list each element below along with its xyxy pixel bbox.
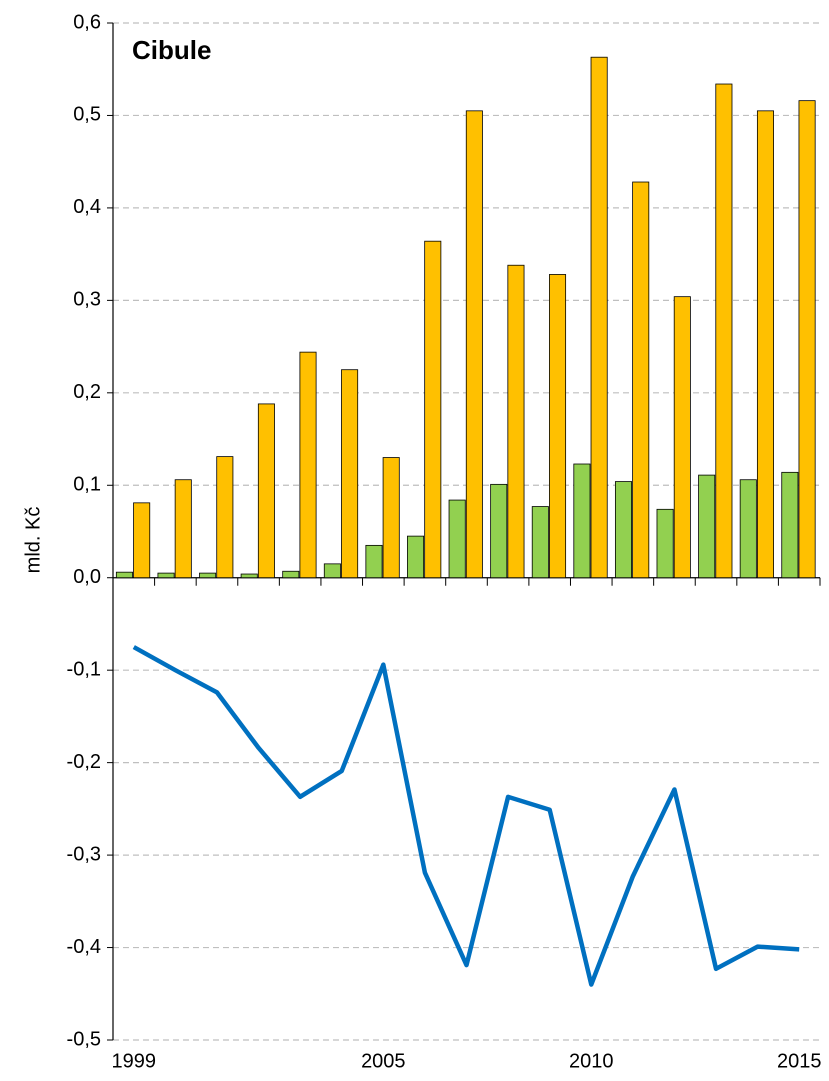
bar xyxy=(531,506,549,579)
y-tick-label: -0,2 xyxy=(67,751,101,773)
bar xyxy=(739,479,757,579)
y-tick-label: 0,5 xyxy=(73,104,101,126)
bar xyxy=(698,474,716,579)
x-tick-label: 2010 xyxy=(569,1050,614,1072)
y-tick-label: -0,3 xyxy=(67,843,101,865)
x-tick-label: 2015 xyxy=(777,1050,822,1072)
bar xyxy=(157,572,175,579)
bar xyxy=(573,463,591,579)
y-tick-label: -0,4 xyxy=(67,936,101,958)
bar xyxy=(465,110,483,579)
bar xyxy=(756,110,774,579)
bar xyxy=(282,570,300,579)
y-tick-label: -0,5 xyxy=(67,1028,101,1050)
bar xyxy=(490,483,508,579)
bar xyxy=(174,479,192,579)
bar xyxy=(656,508,674,579)
bar xyxy=(299,351,317,579)
bar xyxy=(507,264,525,579)
bar xyxy=(614,481,633,579)
bar xyxy=(365,544,383,579)
bar xyxy=(133,502,151,579)
bar xyxy=(382,457,400,579)
bar xyxy=(257,403,275,579)
bar xyxy=(407,535,425,579)
bar xyxy=(549,274,567,579)
bar xyxy=(424,240,442,579)
x-tick-label: 1999 xyxy=(112,1050,157,1072)
y-tick-label: 0,3 xyxy=(73,289,101,311)
y-tick-label: 0,2 xyxy=(73,381,101,403)
y-tick-label: 0,6 xyxy=(73,11,101,33)
bar xyxy=(632,181,650,579)
bar xyxy=(216,456,234,579)
y-tick-label: -0,1 xyxy=(67,658,101,680)
bar xyxy=(715,83,733,579)
bar xyxy=(323,563,341,579)
bar xyxy=(240,573,258,579)
bar xyxy=(781,471,799,579)
y-tick-label: 0,0 xyxy=(73,566,101,588)
y-tick-label: 0,4 xyxy=(73,196,101,218)
bar xyxy=(673,296,691,579)
bar xyxy=(115,571,133,579)
x-tick-label: 2005 xyxy=(361,1050,406,1072)
line xyxy=(132,645,800,987)
bar xyxy=(341,369,359,579)
y-tick-label: 0,1 xyxy=(73,474,101,496)
bar xyxy=(798,100,816,579)
bar xyxy=(199,572,217,579)
chart-title: Cibule xyxy=(132,35,211,65)
bar xyxy=(590,56,608,579)
bar xyxy=(448,499,466,579)
y-axis-label: mld. Kč xyxy=(22,507,44,574)
